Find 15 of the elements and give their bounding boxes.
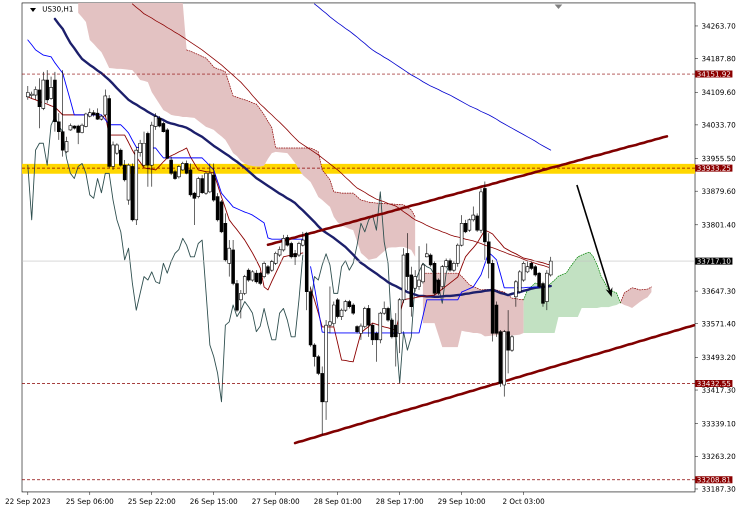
candlestick	[355, 324, 359, 334]
candlestick	[448, 258, 452, 272]
candlestick	[204, 171, 208, 196]
candlestick	[96, 108, 100, 120]
candlestick	[188, 163, 192, 197]
candlestick	[250, 270, 254, 282]
candlestick	[53, 72, 57, 132]
candlestick	[417, 246, 421, 290]
candlestick	[158, 116, 162, 128]
candlestick	[68, 123, 72, 132]
candlestick	[282, 234, 286, 252]
candlestick	[324, 320, 328, 420]
candlestick	[38, 78, 42, 128]
candlestick	[297, 241, 301, 258]
candlestick	[266, 264, 270, 276]
